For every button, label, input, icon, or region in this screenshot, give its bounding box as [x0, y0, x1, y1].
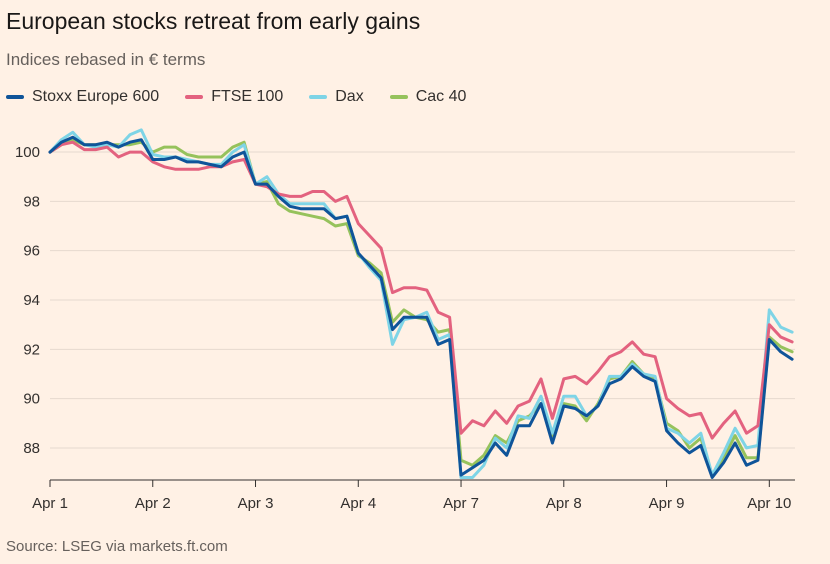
x-tick-label: Apr 4	[340, 495, 376, 512]
x-tick-label: Apr 7	[443, 495, 479, 512]
y-tick-label: 100	[15, 144, 40, 161]
chart-source: Source: LSEG via markets.ft.com	[6, 538, 228, 555]
legend-label: FTSE 100	[211, 88, 284, 105]
chart-legend: Stoxx Europe 600 FTSE 100 Dax Cac 40	[6, 88, 492, 106]
chart-gridlines	[50, 151, 795, 481]
series-line-stoxx-europe-600	[48, 135, 794, 479]
y-tick-label: 92	[23, 341, 40, 358]
series-line-cac-40	[48, 138, 794, 477]
y-tick-label: 98	[23, 193, 40, 210]
chart-subtitle: Indices rebased in € terms	[6, 50, 206, 69]
legend-swatch	[309, 95, 328, 99]
y-tick-label: 96	[23, 243, 40, 260]
series-line-dax	[48, 128, 794, 479]
legend-item: Stoxx Europe 600	[6, 88, 159, 106]
x-tick-label: Apr 1	[32, 495, 68, 512]
x-tick-label: Apr 8	[546, 495, 582, 512]
legend-label: Cac 40	[415, 88, 467, 105]
legend-item: Cac 40	[389, 88, 467, 106]
legend-item: Dax	[309, 88, 364, 106]
x-tick-label: Apr 9	[649, 495, 685, 512]
chart-title: European stocks retreat from early gains	[6, 8, 421, 34]
y-tick-label: 94	[23, 292, 40, 309]
legend-item: FTSE 100	[185, 88, 283, 106]
legend-label: Stoxx Europe 600	[32, 88, 160, 105]
series-line-ftse-100	[48, 140, 794, 440]
chart-series	[48, 128, 794, 479]
y-tick-label: 90	[23, 391, 40, 408]
x-axis: Apr 1 Apr 2 Apr 3 Apr 4 Apr 7 Apr 8 Apr 9 Apr 1…	[32, 480, 791, 512]
y-tick-label: 88	[23, 440, 40, 457]
x-tick-label: Apr 2	[135, 495, 171, 512]
legend-swatch	[185, 95, 204, 99]
legend-label: Dax	[335, 88, 364, 105]
legend-swatch	[389, 95, 408, 99]
y-axis: 88 90 92 94 96 98 100	[15, 144, 40, 457]
legend-swatch	[6, 95, 24, 99]
x-tick-label: Apr 10	[747, 495, 791, 512]
x-tick-label: Apr 3	[238, 495, 274, 512]
